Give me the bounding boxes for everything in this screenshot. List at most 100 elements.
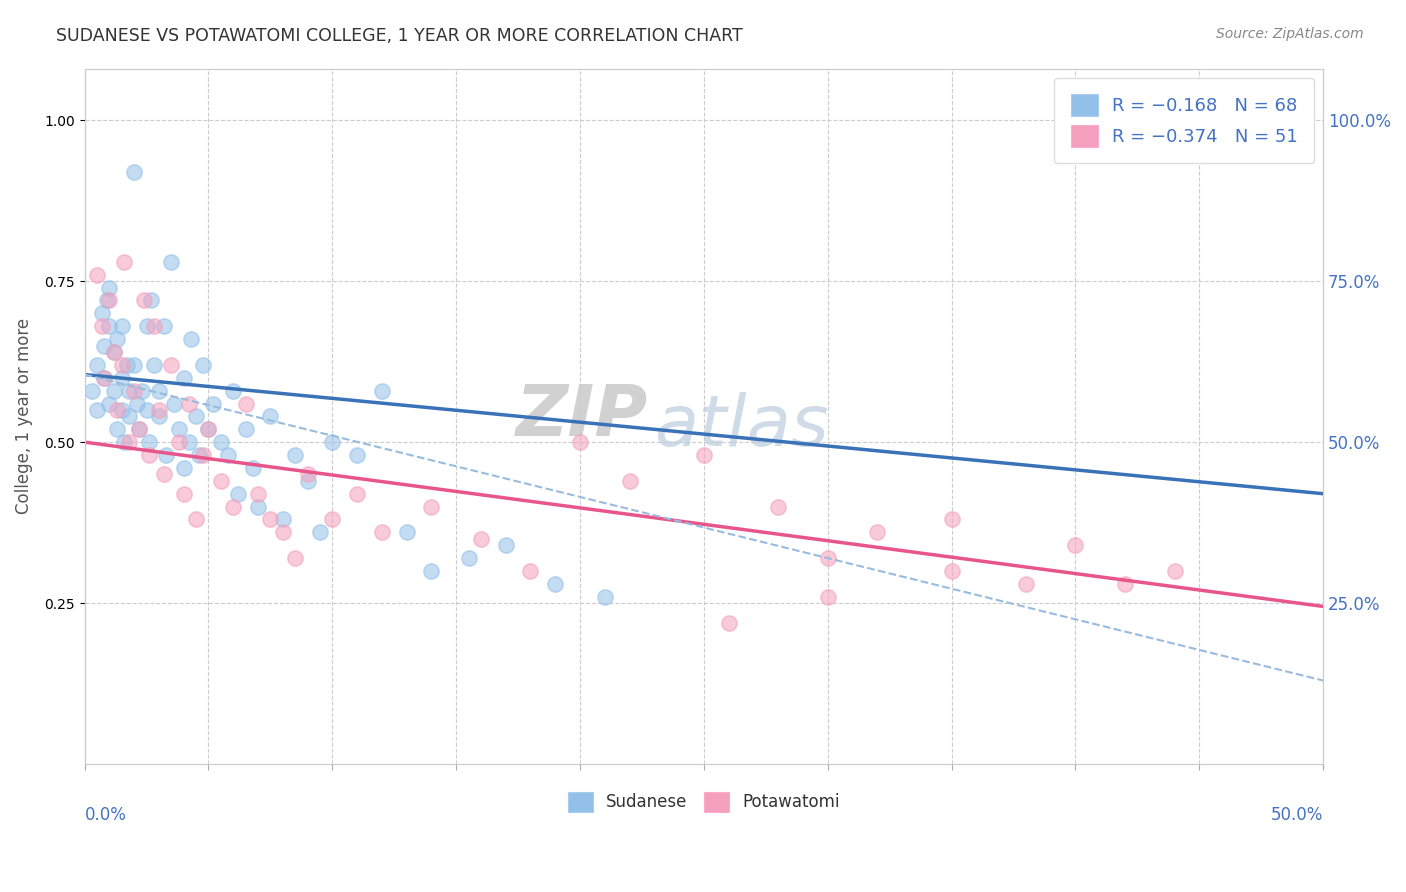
Point xyxy=(284,448,307,462)
Point xyxy=(118,384,141,398)
Point xyxy=(155,448,177,462)
Point xyxy=(941,564,963,578)
Text: 0.0%: 0.0% xyxy=(84,806,127,824)
Point xyxy=(86,403,108,417)
Point xyxy=(470,532,492,546)
Point xyxy=(321,435,343,450)
Point xyxy=(142,358,165,372)
Point xyxy=(93,370,115,384)
Point xyxy=(86,268,108,282)
Point xyxy=(235,396,257,410)
Point xyxy=(420,500,443,514)
Point xyxy=(148,403,170,417)
Point xyxy=(180,332,202,346)
Point xyxy=(141,293,163,308)
Point xyxy=(90,306,112,320)
Point xyxy=(128,422,150,436)
Point xyxy=(941,512,963,526)
Point xyxy=(111,370,134,384)
Text: 50.0%: 50.0% xyxy=(1271,806,1323,824)
Point xyxy=(111,358,134,372)
Point xyxy=(222,500,245,514)
Point xyxy=(111,403,134,417)
Point xyxy=(153,319,176,334)
Point xyxy=(184,512,207,526)
Text: Source: ZipAtlas.com: Source: ZipAtlas.com xyxy=(1216,27,1364,41)
Point xyxy=(131,384,153,398)
Point xyxy=(118,435,141,450)
Point xyxy=(111,319,134,334)
Point xyxy=(346,448,368,462)
Point xyxy=(125,396,148,410)
Point xyxy=(717,615,740,630)
Point xyxy=(118,409,141,424)
Point xyxy=(259,409,281,424)
Legend: Sudanese, Potawatomi: Sudanese, Potawatomi xyxy=(561,785,846,819)
Point xyxy=(103,345,125,359)
Point xyxy=(93,338,115,352)
Point xyxy=(569,435,592,450)
Point xyxy=(105,422,128,436)
Point xyxy=(217,448,239,462)
Point xyxy=(148,384,170,398)
Point xyxy=(202,396,225,410)
Point xyxy=(197,422,219,436)
Point xyxy=(209,474,232,488)
Point xyxy=(122,358,145,372)
Point xyxy=(346,486,368,500)
Point xyxy=(122,384,145,398)
Point xyxy=(148,409,170,424)
Point xyxy=(495,538,517,552)
Point xyxy=(90,319,112,334)
Point xyxy=(142,319,165,334)
Point xyxy=(246,500,269,514)
Point xyxy=(259,512,281,526)
Point xyxy=(235,422,257,436)
Point xyxy=(1064,538,1087,552)
Point xyxy=(242,461,264,475)
Point xyxy=(98,319,121,334)
Point xyxy=(80,384,103,398)
Point xyxy=(135,403,157,417)
Point xyxy=(122,164,145,178)
Point xyxy=(309,525,332,540)
Point xyxy=(284,551,307,566)
Point xyxy=(105,403,128,417)
Point xyxy=(153,467,176,482)
Point xyxy=(1163,564,1185,578)
Point xyxy=(98,280,121,294)
Point xyxy=(817,551,839,566)
Point xyxy=(173,370,195,384)
Point xyxy=(519,564,541,578)
Point xyxy=(209,435,232,450)
Point xyxy=(184,409,207,424)
Point xyxy=(115,358,138,372)
Point xyxy=(160,254,183,268)
Point xyxy=(371,384,394,398)
Text: atlas: atlas xyxy=(654,392,830,461)
Point xyxy=(96,293,118,308)
Point xyxy=(693,448,716,462)
Point xyxy=(395,525,418,540)
Point xyxy=(226,486,249,500)
Point xyxy=(297,474,319,488)
Point xyxy=(112,435,135,450)
Point xyxy=(138,435,160,450)
Point xyxy=(817,590,839,604)
Point xyxy=(593,590,616,604)
Point xyxy=(766,500,789,514)
Point xyxy=(271,525,294,540)
Point xyxy=(457,551,479,566)
Point xyxy=(187,448,209,462)
Point xyxy=(420,564,443,578)
Point xyxy=(177,396,200,410)
Point xyxy=(866,525,889,540)
Point xyxy=(135,319,157,334)
Point xyxy=(163,396,186,410)
Point xyxy=(197,422,219,436)
Point xyxy=(105,332,128,346)
Point xyxy=(271,512,294,526)
Point xyxy=(246,486,269,500)
Point xyxy=(167,422,190,436)
Point xyxy=(193,358,215,372)
